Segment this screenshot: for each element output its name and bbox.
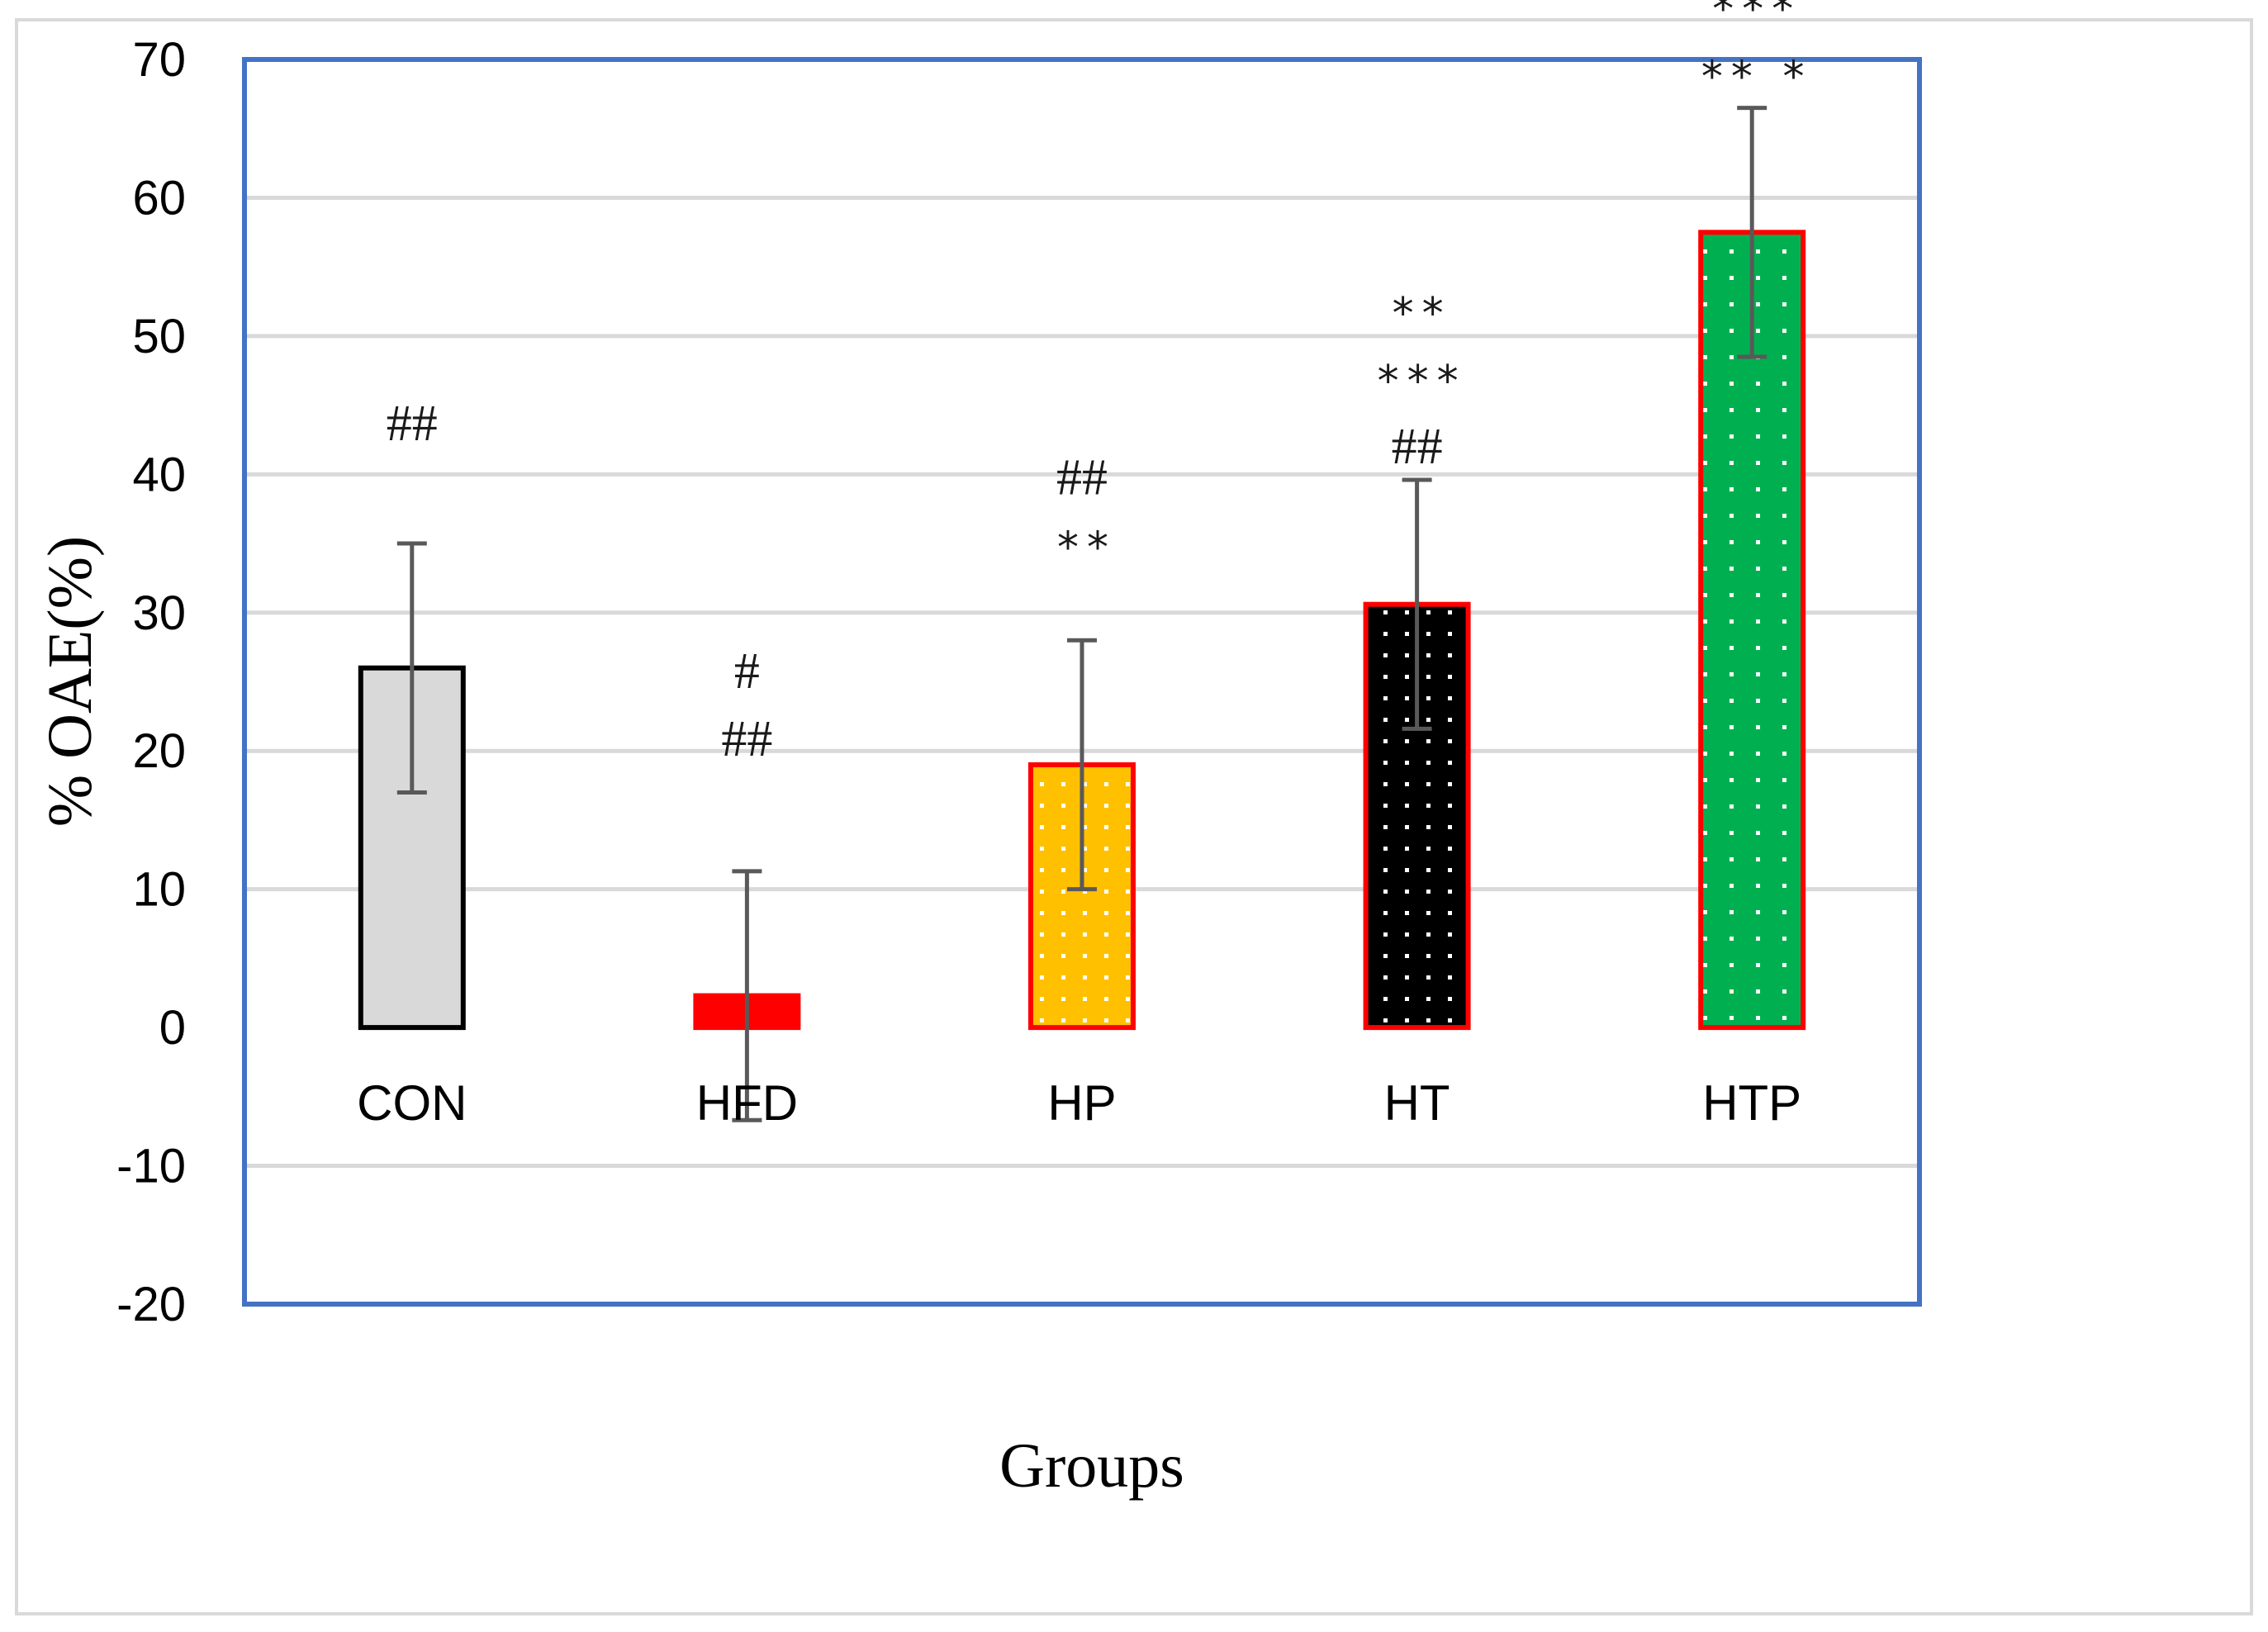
significance-label: *** xyxy=(1712,0,1801,35)
y-tick-label: 60 xyxy=(132,171,186,225)
significance-label: ## xyxy=(721,711,772,767)
significance-label: ## xyxy=(1392,419,1443,475)
y-tick-label: 20 xyxy=(132,724,186,778)
gridlines xyxy=(244,195,1919,1169)
x-category-label: HTP xyxy=(1702,1075,1801,1131)
significance-label: # xyxy=(734,643,760,700)
x-axis-categories: CON HFD HP HT HTP xyxy=(357,1075,1801,1131)
significance-annotations: #####**####******* ****# xyxy=(387,0,1813,767)
x-category-label: CON xyxy=(357,1075,467,1131)
significance-label: ** xyxy=(1057,523,1117,572)
y-tick-label: 50 xyxy=(132,310,186,363)
y-tick-label: -20 xyxy=(116,1278,186,1331)
y-axis-title: % OAE(%) xyxy=(36,536,105,827)
x-category-label: HFD xyxy=(696,1075,798,1131)
significance-label: ## xyxy=(387,396,438,452)
x-category-label: HP xyxy=(1047,1075,1116,1131)
y-tick-label: 40 xyxy=(132,448,186,501)
plot-area-border xyxy=(242,57,1922,1307)
x-axis-title: Groups xyxy=(999,1431,1184,1501)
significance-label: ## xyxy=(1056,449,1108,505)
significance-label: ** * xyxy=(1701,53,1813,102)
y-tick-label: 30 xyxy=(132,586,186,640)
y-tick-label: 70 xyxy=(132,33,186,87)
significance-label: ** xyxy=(1393,289,1452,339)
y-axis-ticks: -20 -10 0 10 20 30 40 50 60 70 xyxy=(116,33,186,1331)
error-bars xyxy=(396,106,1767,1122)
y-tick-label: -10 xyxy=(116,1140,186,1193)
significance-label: *** xyxy=(1378,357,1467,406)
y-tick-label: 0 xyxy=(159,1001,186,1055)
y-tick-label: 10 xyxy=(132,863,186,917)
x-category-label: HT xyxy=(1384,1075,1450,1131)
